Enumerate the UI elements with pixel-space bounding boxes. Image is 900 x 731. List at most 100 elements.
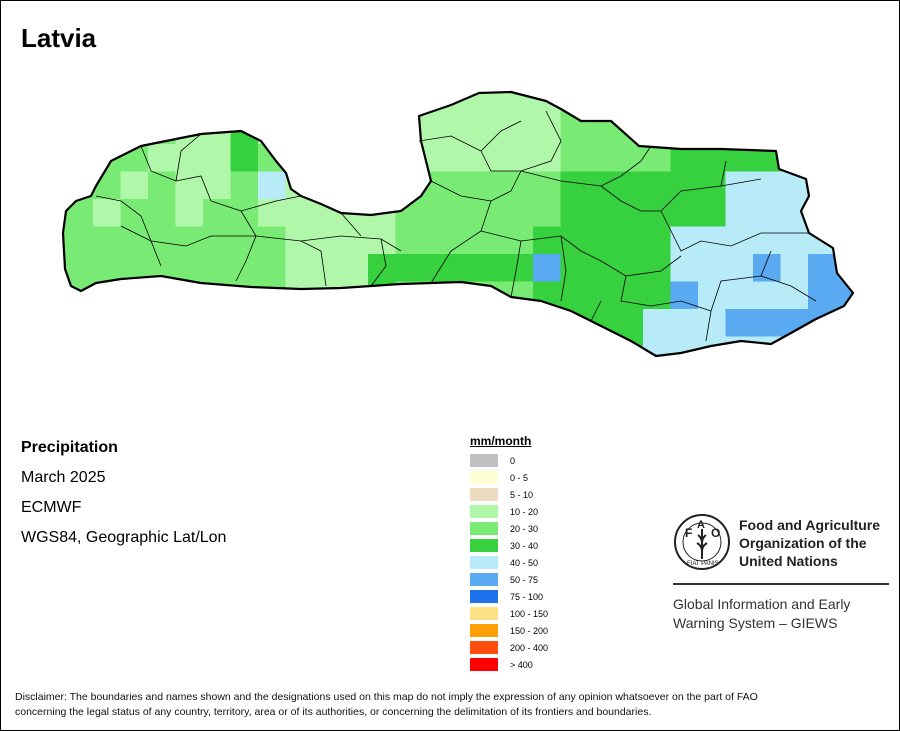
legend-swatch bbox=[470, 539, 498, 552]
grid-cell bbox=[450, 336, 479, 356]
grid-cell bbox=[835, 309, 853, 337]
grid-cell bbox=[340, 254, 369, 282]
grid-cell bbox=[258, 309, 286, 337]
grid-cell bbox=[148, 281, 176, 310]
grid-cell bbox=[423, 226, 451, 255]
grid-cell bbox=[478, 144, 506, 172]
grid-cell bbox=[175, 116, 204, 145]
legend-swatch bbox=[470, 454, 498, 467]
grid-cell bbox=[340, 92, 369, 117]
legend-item: > 400 bbox=[470, 656, 548, 673]
legend-item: 5 - 10 bbox=[470, 486, 548, 503]
grid-cell bbox=[560, 199, 589, 227]
grid-cell bbox=[368, 226, 396, 255]
disclaimer-line-1: Disclaimer: The boundaries and names sho… bbox=[15, 691, 758, 703]
grid-cell bbox=[450, 309, 479, 337]
grid-cell bbox=[258, 226, 286, 255]
grid-cell bbox=[670, 116, 699, 145]
grid-cell bbox=[698, 116, 726, 145]
legend-items: 0 0 - 5 5 - 10 10 - 20 20 - 30 30 - 40 40 - 50… bbox=[470, 452, 548, 673]
grid-cell bbox=[285, 336, 314, 356]
grid-cell bbox=[395, 199, 424, 227]
grid-cell bbox=[340, 144, 369, 172]
grid-cell bbox=[615, 171, 644, 200]
grid-cell bbox=[643, 92, 671, 117]
grid-cell bbox=[670, 226, 699, 255]
legend-item: 200 - 400 bbox=[470, 639, 548, 656]
grid-cell bbox=[533, 254, 561, 282]
grid-cell bbox=[698, 254, 726, 282]
legend-label: 5 - 10 bbox=[510, 489, 534, 500]
grid-cell bbox=[808, 309, 836, 337]
grid-cell bbox=[725, 144, 754, 172]
grid-cell bbox=[65, 336, 94, 356]
grid-cell bbox=[65, 309, 94, 337]
legend-title: mm/month bbox=[470, 434, 532, 448]
grid-cell bbox=[505, 254, 534, 282]
grid-cell bbox=[560, 336, 589, 356]
grid-cell bbox=[533, 226, 561, 255]
grid-cell bbox=[753, 226, 781, 255]
legend-label: 0 bbox=[510, 455, 516, 466]
grid-cell bbox=[643, 309, 671, 337]
grid-cell bbox=[670, 92, 699, 117]
svg-text:O: O bbox=[711, 526, 720, 540]
grid-cell bbox=[780, 336, 809, 356]
grid-cell bbox=[835, 92, 853, 117]
grid-cell bbox=[560, 226, 589, 255]
grid-cell bbox=[368, 144, 396, 172]
grid-cell bbox=[93, 309, 121, 337]
grid-cell bbox=[588, 144, 616, 172]
grid-cell bbox=[808, 144, 836, 172]
grid-cell bbox=[258, 254, 286, 282]
grid-cell bbox=[533, 199, 561, 227]
grid-cell bbox=[63, 226, 66, 255]
grid-cell bbox=[588, 281, 616, 310]
legend-swatch bbox=[470, 624, 498, 637]
grid-cell bbox=[230, 92, 259, 117]
grid-cell bbox=[175, 92, 204, 117]
grid-cell bbox=[203, 171, 231, 200]
grid-cell bbox=[93, 254, 121, 282]
grid-cell bbox=[65, 199, 94, 227]
grid-cell bbox=[93, 116, 121, 145]
grid-cell bbox=[285, 144, 314, 172]
grid-cell bbox=[588, 309, 616, 337]
grid-cell bbox=[670, 309, 699, 337]
grid-cell bbox=[395, 281, 424, 310]
grid-cell bbox=[120, 171, 149, 200]
grid-cell bbox=[808, 116, 836, 145]
grid-cell bbox=[368, 336, 396, 356]
grid-cell bbox=[835, 144, 853, 172]
grid-cell bbox=[808, 92, 836, 117]
grid-cell bbox=[615, 309, 644, 337]
grid-cell bbox=[63, 116, 66, 145]
grid-cell bbox=[63, 254, 66, 282]
grid-cell bbox=[258, 92, 286, 117]
grid-cell bbox=[780, 226, 809, 255]
grid-cell bbox=[588, 92, 616, 117]
disclaimer: Disclaimer: The boundaries and names sho… bbox=[15, 690, 887, 720]
grid-cell bbox=[395, 171, 424, 200]
legend-item: 0 bbox=[470, 452, 548, 469]
grid-cell bbox=[808, 336, 836, 356]
grid-cell bbox=[835, 171, 853, 200]
projection-label: WGS84, Geographic Lat/Lon bbox=[21, 529, 227, 546]
grid-cell bbox=[395, 336, 424, 356]
legend-swatch bbox=[470, 573, 498, 586]
grid-cell bbox=[643, 254, 671, 282]
grid-cell bbox=[395, 226, 424, 255]
grid-cell bbox=[698, 309, 726, 337]
grid-cell bbox=[533, 336, 561, 356]
grid-cell bbox=[698, 199, 726, 227]
grid-cell bbox=[780, 281, 809, 310]
grid-cell bbox=[340, 171, 369, 200]
grid-cell bbox=[120, 116, 149, 145]
grid-cell bbox=[313, 171, 341, 200]
grid-cell bbox=[643, 116, 671, 145]
grid-cell bbox=[395, 254, 424, 282]
grid-cell bbox=[643, 226, 671, 255]
grid-cell bbox=[698, 92, 726, 117]
grid-cell bbox=[285, 281, 314, 310]
grid-cell bbox=[63, 144, 66, 172]
